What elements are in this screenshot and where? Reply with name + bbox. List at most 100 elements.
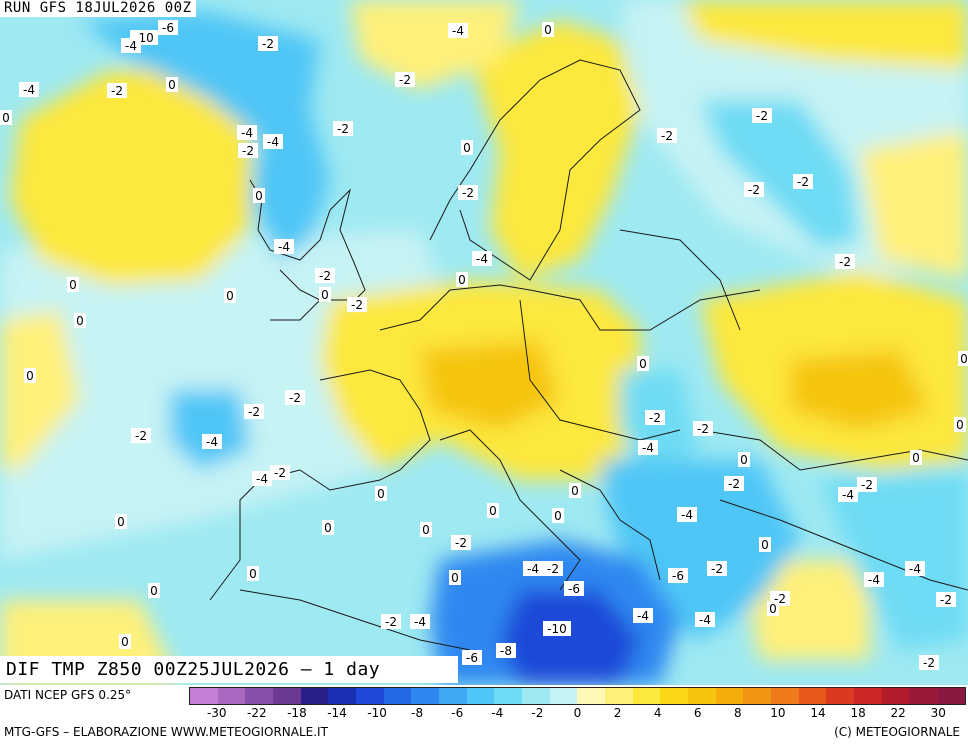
svg-text:-10: -10 bbox=[547, 622, 567, 636]
scale-swatch bbox=[826, 688, 855, 704]
map-value-label: -2 bbox=[333, 121, 353, 136]
map-value-label: -2 bbox=[857, 477, 877, 492]
svg-text:-4: -4 bbox=[699, 613, 711, 627]
scale-swatch bbox=[383, 688, 412, 704]
map-value-label: -2 bbox=[752, 108, 772, 123]
svg-text:-4: -4 bbox=[868, 573, 880, 587]
map-value-label: -4 bbox=[472, 251, 492, 266]
svg-text:-2: -2 bbox=[385, 615, 397, 629]
svg-text:-8: -8 bbox=[500, 644, 512, 658]
map-value-label: -10 bbox=[543, 621, 571, 636]
map-value-label: -4 bbox=[638, 440, 658, 455]
svg-text:-4: -4 bbox=[642, 441, 654, 455]
svg-text:-2: -2 bbox=[797, 175, 809, 189]
map-value-label: -2 bbox=[285, 390, 305, 405]
scale-swatch bbox=[715, 688, 744, 704]
map-value-label: 0 bbox=[767, 601, 779, 616]
scale-tick-label: 18 bbox=[850, 706, 866, 720]
scale-tick-label: 14 bbox=[810, 706, 826, 720]
svg-text:-2: -2 bbox=[242, 144, 254, 158]
scale-swatch bbox=[881, 688, 910, 704]
map-value-label: -4 bbox=[905, 561, 925, 576]
map-value-label: -6 bbox=[158, 20, 178, 35]
map-value-label: -2 bbox=[543, 561, 563, 576]
scale-swatch bbox=[245, 688, 274, 704]
map-value-label: 0 bbox=[759, 537, 771, 552]
svg-text:0: 0 bbox=[639, 357, 647, 371]
svg-text:-6: -6 bbox=[568, 582, 580, 596]
svg-text:0: 0 bbox=[451, 571, 459, 585]
map-value-label: -2 bbox=[244, 404, 264, 419]
svg-text:-2: -2 bbox=[774, 592, 786, 606]
map-value-label: -2 bbox=[315, 268, 335, 283]
map-value-label: 0 bbox=[569, 483, 581, 498]
svg-text:0: 0 bbox=[912, 451, 920, 465]
map-value-label: 0 bbox=[456, 272, 468, 287]
svg-text:-2: -2 bbox=[462, 186, 474, 200]
map-value-label: -2 bbox=[744, 182, 764, 197]
svg-text:-2: -2 bbox=[547, 562, 559, 576]
scale-tick-label: 8 bbox=[734, 706, 742, 720]
scale-tick-label: 0 bbox=[573, 706, 582, 720]
scale-tick-label: 6 bbox=[693, 706, 702, 720]
scale-tick-label: -6 bbox=[451, 706, 464, 720]
map-value-label: -4 bbox=[838, 487, 858, 502]
svg-text:-4: -4 bbox=[452, 24, 464, 38]
svg-text:-4: -4 bbox=[125, 39, 137, 53]
map-value-label: 0 bbox=[148, 583, 160, 598]
map-value-label: -4 bbox=[19, 82, 39, 97]
svg-text:0: 0 bbox=[226, 289, 234, 303]
scale-swatch bbox=[743, 688, 772, 704]
svg-text:-6: -6 bbox=[672, 569, 684, 583]
svg-text:-2: -2 bbox=[399, 73, 411, 87]
map-value-label: 0 bbox=[319, 287, 331, 302]
map-value-label: 0 bbox=[67, 277, 79, 292]
svg-text:-2: -2 bbox=[661, 129, 673, 143]
svg-text:0: 0 bbox=[249, 567, 257, 581]
map-value-label: -2 bbox=[381, 614, 401, 629]
map-value-label: -2 bbox=[347, 297, 367, 312]
dif-title: DIF TMP Z850 00Z25JUL2026 – 1 day bbox=[0, 656, 458, 683]
map-value-label: 0 bbox=[247, 566, 259, 581]
svg-text:-2: -2 bbox=[111, 84, 123, 98]
coastlines bbox=[209, 59, 968, 651]
svg-text:-4: -4 bbox=[241, 126, 253, 140]
map-value-label: -4 bbox=[410, 614, 430, 629]
footer-copyright: (C) METEOGIORNALE bbox=[834, 725, 960, 739]
svg-text:-4: -4 bbox=[527, 562, 539, 576]
svg-text:0: 0 bbox=[69, 278, 77, 292]
map-value-label: 0 bbox=[552, 508, 564, 523]
map-value-label: -4 bbox=[237, 125, 257, 140]
map-value-label: 0 bbox=[24, 368, 36, 383]
scale-swatch bbox=[356, 688, 384, 704]
svg-text:-2: -2 bbox=[940, 593, 952, 607]
scale-swatch bbox=[577, 688, 606, 704]
scale-swatch bbox=[549, 688, 578, 704]
anomaly-field bbox=[0, 0, 968, 685]
svg-text:0: 0 bbox=[321, 288, 329, 302]
svg-text:0: 0 bbox=[255, 189, 263, 203]
scale-tick-label: 4 bbox=[653, 706, 662, 720]
svg-text:0: 0 bbox=[458, 273, 466, 287]
map-value-label: 0 bbox=[166, 77, 178, 92]
scale-swatch bbox=[605, 688, 633, 704]
map-value-label: -2 bbox=[645, 410, 665, 425]
scale-tick-label: -30 bbox=[206, 706, 227, 720]
scale-swatch bbox=[688, 688, 716, 704]
svg-text:-4: -4 bbox=[206, 435, 218, 449]
svg-text:-6: -6 bbox=[466, 651, 478, 665]
map-value-label: 0 bbox=[0, 110, 12, 125]
svg-text:0: 0 bbox=[422, 523, 430, 537]
map-value-label: -2 bbox=[131, 428, 151, 443]
scale-tick-label: -14 bbox=[327, 706, 347, 720]
scale-swatch bbox=[494, 688, 523, 704]
svg-text:0: 0 bbox=[544, 23, 552, 37]
map-value-label: -2 bbox=[107, 83, 127, 98]
map-value-label: -4 bbox=[263, 134, 283, 149]
map-value-label: -2 bbox=[270, 465, 290, 480]
map-value-label: -2 bbox=[458, 185, 478, 200]
temperature-anomaly-map: -6 -10 -4 -2 -4 0 -4 -2 0 -2 0 -4 -4 -2 -2 0 -2 -2 0 -2 -2 -2… bbox=[0, 0, 968, 685]
svg-text:-4: -4 bbox=[909, 562, 921, 576]
map-value-label: -2 bbox=[657, 128, 677, 143]
map-value-label: -4 bbox=[202, 434, 222, 449]
